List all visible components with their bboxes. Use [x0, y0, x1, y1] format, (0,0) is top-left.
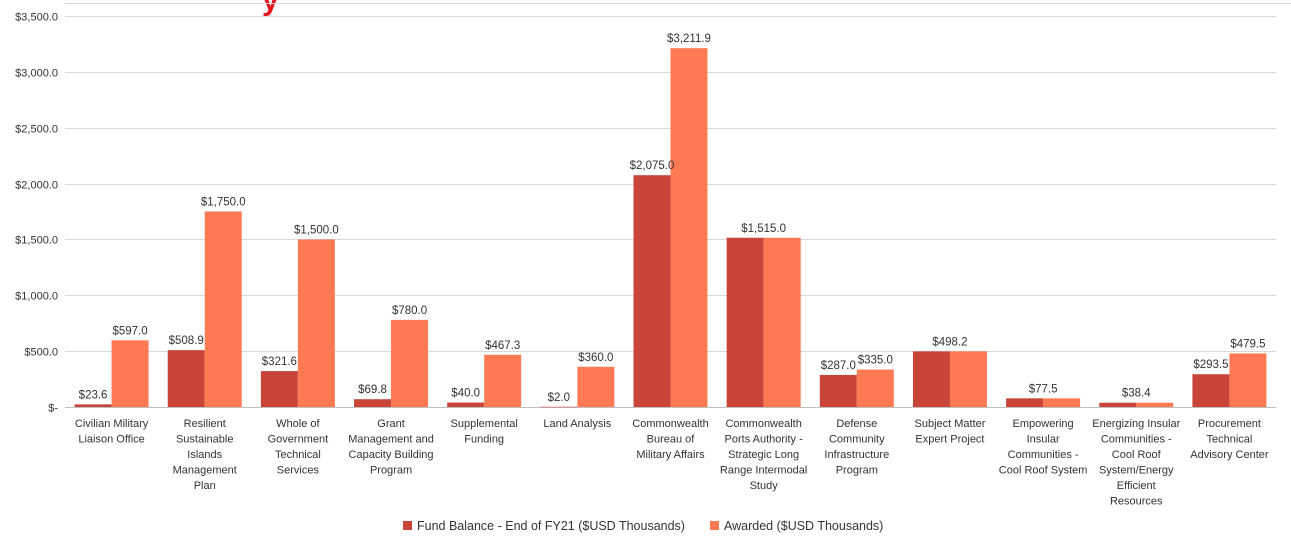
bar-fund-balance [1099, 402, 1137, 407]
legend-swatch [403, 521, 412, 530]
y-tick-label: $500.0 [24, 347, 58, 359]
data-label: $293.5 [1193, 359, 1228, 371]
y-tick-label: $2,500.0 [15, 124, 58, 136]
data-label: $3,211.9 [667, 33, 711, 45]
legend-item-fund-balance: Fund Balance - End of FY21 ($USD Thousan… [403, 519, 685, 533]
legend-label: Awarded ($USD Thousands) [724, 519, 883, 533]
category-label: Supplemental Funding [451, 418, 518, 446]
bar-awarded [949, 351, 987, 407]
category-label: Land Analysis [543, 418, 611, 430]
chart-title-fragment: y [262, 0, 279, 17]
category-label: Civilian Military Liaison Office [75, 418, 149, 446]
category-label: Empowering Insular Communities -Cool Roof … [999, 418, 1088, 477]
category-label: Resilient Sustainable Islands Management Pla… [173, 418, 237, 492]
data-label: $69.8 [358, 384, 387, 396]
data-label: $77.5 [1029, 383, 1058, 395]
data-label: $479.5 [1230, 338, 1265, 350]
data-label: $40.0 [451, 388, 480, 400]
data-label: $2.0 [548, 392, 570, 404]
legend-swatch [710, 521, 719, 530]
bar-awarded [111, 340, 149, 407]
bar-awarded [1136, 402, 1174, 407]
legend: Fund Balance - End of FY21 ($USD Thousan… [403, 519, 883, 533]
bar-fund-balance [74, 404, 112, 407]
bar-fund-balance [1192, 374, 1230, 407]
data-label: $23.6 [79, 389, 108, 401]
category-label: Energizing Insular Communities -Cool Roof… [1092, 418, 1180, 508]
bar-fund-balance [447, 402, 485, 407]
bar-awarded [577, 366, 615, 407]
data-label: $360.0 [578, 352, 613, 364]
bar-fund-balance [260, 371, 298, 407]
bar-fund-balance [167, 350, 205, 407]
category-label: Grant Management and Capacity Building Prog… [348, 418, 434, 477]
bar-awarded [391, 319, 429, 407]
data-labels: $23.6 $508.9 $321.6 $69.8 $40.0 $2.0 $2,075.0 $… [79, 33, 1266, 404]
bar-fund-balance [354, 399, 392, 407]
category-label: Procurement Technical Advisory Center [1190, 418, 1269, 461]
data-label: $780.0 [392, 305, 427, 317]
bar-awarded [1043, 398, 1081, 407]
y-tick-label: $1,500.0 [15, 235, 58, 247]
bar-awarded [670, 48, 708, 408]
y-tick-label: $2,000.0 [15, 180, 58, 192]
bar-awarded [1229, 353, 1267, 407]
bar-awarded [297, 239, 335, 407]
data-label: $498.2 [932, 336, 967, 348]
data-label: $1,750.0 [201, 197, 246, 209]
bar-fund-balance [1006, 398, 1044, 407]
data-label: $335.0 [858, 355, 893, 367]
bar-awarded [484, 354, 522, 407]
data-label: $38.4 [1122, 388, 1151, 400]
y-tick-label: $3,000.0 [15, 68, 58, 80]
category-label: Defense Community Infrastructure Program [824, 418, 889, 477]
data-label: $467.3 [485, 340, 520, 352]
bar-fund-balance [540, 406, 578, 408]
y-tick-label: $1,000.0 [15, 291, 58, 303]
category-label: Whole of Government Technical Services [268, 418, 329, 477]
data-label: $321.6 [262, 356, 297, 368]
x-axis-categories: Civilian Military Liaison Office Resilient… [75, 418, 1269, 508]
data-label: $1,500.0 [294, 224, 339, 236]
bar-fund-balance [633, 175, 671, 407]
bar-awarded [204, 211, 242, 407]
bars [74, 48, 1267, 408]
bar-awarded [763, 237, 801, 407]
bar-fund-balance [912, 351, 950, 407]
legend-item-awarded: Awarded ($USD Thousands) [710, 519, 883, 533]
legend-label: Fund Balance - End of FY21 ($USD Thousan… [417, 519, 685, 533]
category-label: Commonwealth Ports Authority -Strategic L… [720, 418, 807, 492]
y-axis-ticks: $- $500.0 $1,000.0 $1,500.0 $2,000.0 $2,500.0… [15, 12, 58, 415]
data-label: $2,075.0 [630, 160, 675, 172]
data-label: $287.0 [821, 360, 856, 372]
data-label: $1,515.0 [741, 223, 786, 235]
bar-fund-balance [819, 374, 857, 407]
y-tick-label: $3,500.0 [15, 12, 58, 24]
bar-fund-balance [726, 237, 764, 407]
category-label: Commonwealth Bureau of Military Affairs [632, 418, 708, 461]
data-label: $597.0 [112, 325, 147, 337]
data-label: $508.9 [169, 335, 204, 347]
y-tick-label: $- [48, 403, 58, 415]
category-label: Subject Matter Expert Project [915, 418, 986, 446]
bar-awarded [856, 369, 894, 407]
